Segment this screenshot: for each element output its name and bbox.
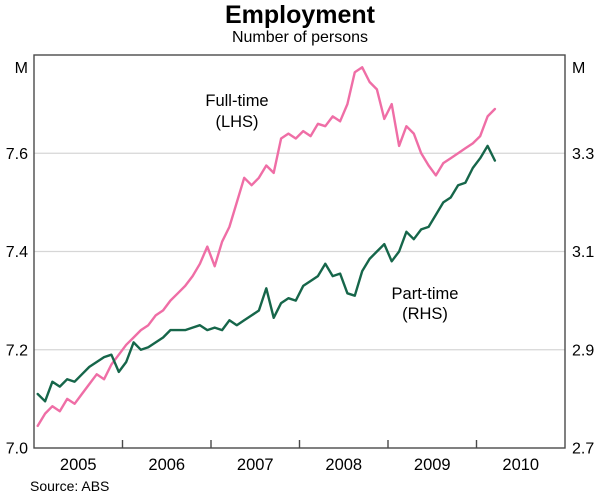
x-axis-label: 2010 xyxy=(502,456,539,474)
x-axis-label: 2007 xyxy=(237,456,274,474)
right-axis-tick-label: 3.1 xyxy=(572,244,594,261)
chart-subtitle: Number of persons xyxy=(231,29,369,46)
left-axis-tick-label: 7.0 xyxy=(6,441,28,458)
left-axis-unit: M xyxy=(15,60,28,77)
right-axis-tick-label: 3.3 xyxy=(572,146,594,163)
right-axis-tick-label: 2.9 xyxy=(572,342,594,359)
chart-title: Employment xyxy=(224,1,376,29)
part-time-line xyxy=(36,144,497,403)
left-axis-tick-label: 7.2 xyxy=(6,342,28,359)
series-label-part-time: Part-time xyxy=(392,285,459,303)
x-axis-label: 2009 xyxy=(414,456,451,474)
full-time-line xyxy=(36,66,497,428)
left-axis-tick-label: 7.4 xyxy=(6,244,28,261)
left-axis-tick-label: 7.6 xyxy=(6,146,28,163)
series-label-full-time: Full-time xyxy=(205,92,268,110)
x-axis-label: 2008 xyxy=(325,456,362,474)
right-axis-tick-label: 2.7 xyxy=(572,441,594,458)
x-axis-label: 2005 xyxy=(60,456,97,474)
series-label-full-time-axis: (LHS) xyxy=(215,113,258,131)
right-axis-unit: M xyxy=(572,60,585,77)
series-label-part-time-axis: (RHS) xyxy=(402,305,448,323)
source-note: Source: ABS xyxy=(30,478,110,494)
x-axis-label: 2006 xyxy=(148,456,185,474)
